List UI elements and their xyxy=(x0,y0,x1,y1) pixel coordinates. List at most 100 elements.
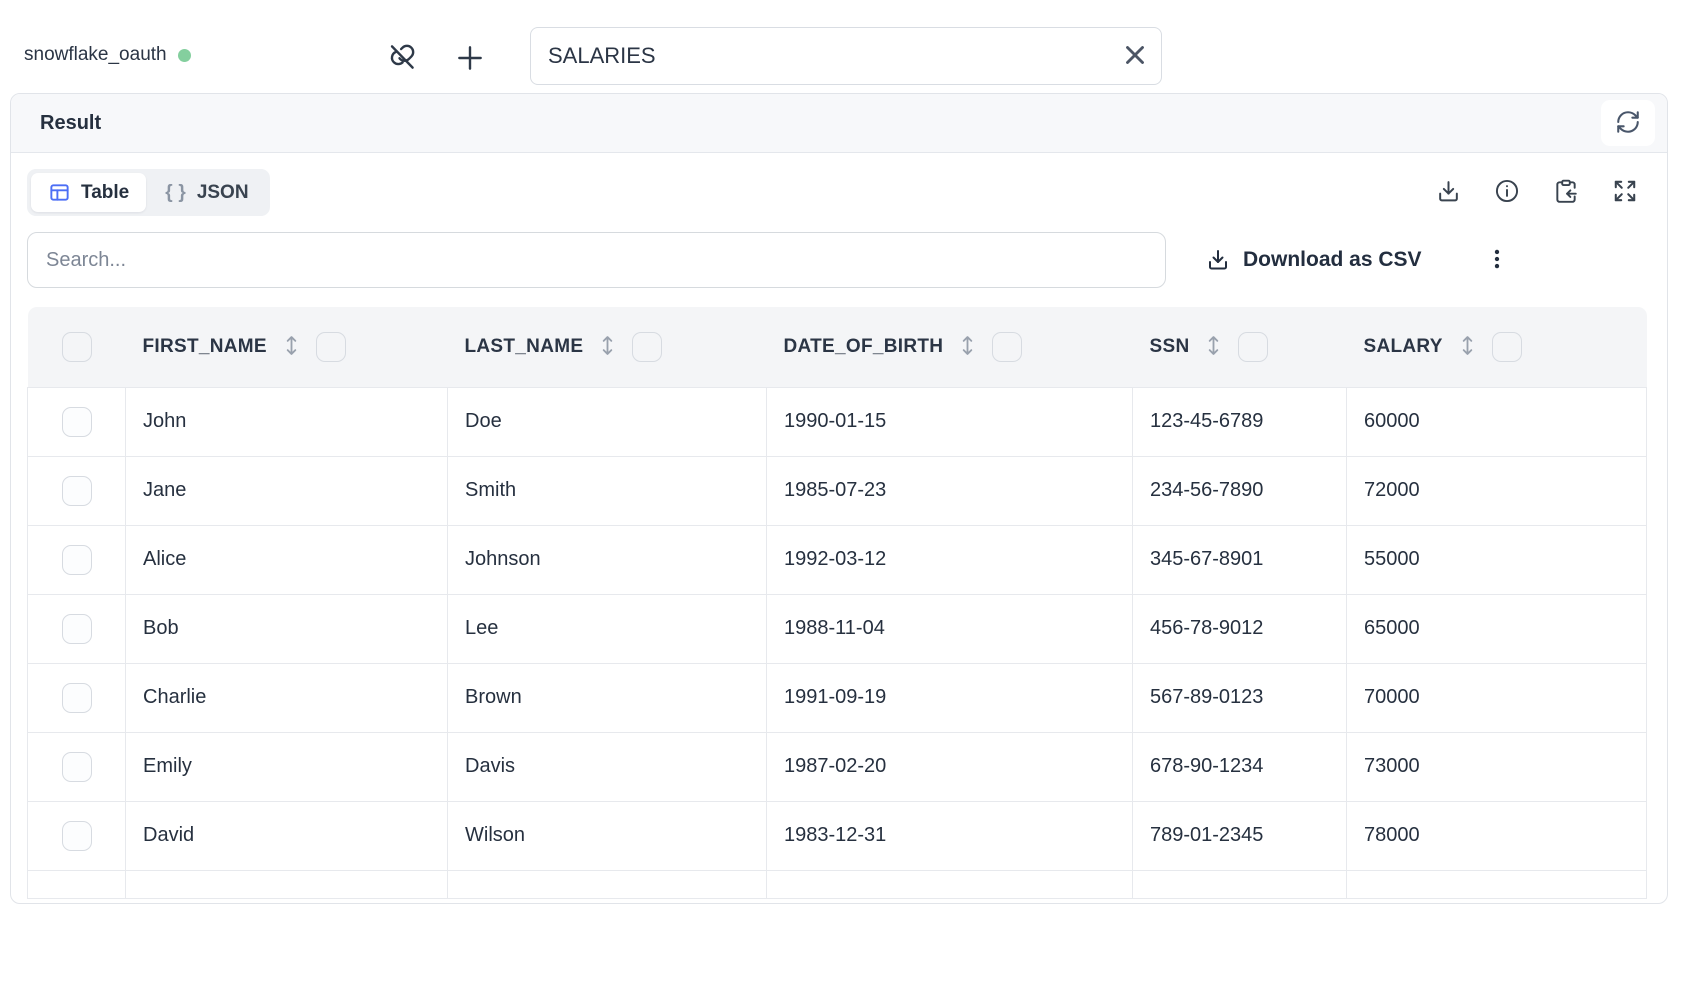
top-bar: snowflake_oauth xyxy=(0,0,1682,93)
cell: Doe xyxy=(447,386,767,457)
cell: 234-56-7890 xyxy=(1132,455,1347,526)
cell: 1988-11-04 xyxy=(766,593,1133,664)
column-header-salary: SALARY xyxy=(1346,307,1647,387)
row-checkbox[interactable] xyxy=(61,820,92,851)
tab-table[interactable]: Table xyxy=(31,173,147,212)
column-label: FIRST_NAME xyxy=(142,335,267,357)
cell: Johnson xyxy=(447,524,767,595)
clear-table-name-button[interactable] xyxy=(1116,36,1154,77)
result-info-button[interactable] xyxy=(1490,174,1524,211)
row-checkbox[interactable] xyxy=(61,682,92,713)
column-checkbox[interactable] xyxy=(992,331,1023,362)
result-table: FIRST_NAME LAST_NAME DATE_OF_BIRTH SSN SALAR… xyxy=(27,307,1647,899)
table-controls-row: Download as CSV xyxy=(27,232,1651,288)
cell: Brown xyxy=(447,662,767,733)
cell: 345-67-8901 xyxy=(1132,524,1347,595)
cell: Alice xyxy=(125,524,448,595)
table-header-row: FIRST_NAME LAST_NAME DATE_OF_BIRTH SSN SALAR… xyxy=(27,307,1647,387)
cell: Bob xyxy=(125,593,448,664)
connection-selector[interactable]: snowflake_oauth xyxy=(24,44,191,66)
column-label: LAST_NAME xyxy=(464,335,584,357)
cell: 1990-01-15 xyxy=(766,386,1133,457)
connection-name: snowflake_oauth xyxy=(24,44,167,65)
download-result-button[interactable] xyxy=(1432,175,1465,211)
search-input[interactable] xyxy=(27,232,1166,288)
refresh-icon xyxy=(1615,109,1641,138)
cell: 1987-02-20 xyxy=(766,731,1133,802)
cell: 73000 xyxy=(1346,731,1647,802)
table-row: Emily Davis 1987-02-20 678-90-1234 73000 xyxy=(27,731,1647,802)
table-row: Bob Lee 1988-11-04 456-78-9012 65000 xyxy=(27,593,1647,664)
sort-button[interactable] xyxy=(958,334,977,360)
panel-title: Result xyxy=(40,111,102,134)
download-icon xyxy=(1436,179,1461,207)
column-header-last_name: LAST_NAME xyxy=(447,307,767,387)
row-checkbox[interactable] xyxy=(61,751,92,782)
kebab-icon xyxy=(1484,246,1510,275)
column-checkbox[interactable] xyxy=(632,331,663,362)
sort-button[interactable] xyxy=(598,334,617,360)
column-checkbox[interactable] xyxy=(1238,331,1269,362)
column-label: DATE_OF_BIRTH xyxy=(783,335,944,357)
sort-icon xyxy=(598,334,617,360)
cell: 1991-09-19 xyxy=(766,662,1133,733)
row-checkbox[interactable] xyxy=(61,544,92,575)
add-query-button[interactable] xyxy=(450,38,490,81)
cell: 123-45-6789 xyxy=(1132,386,1347,457)
sort-icon xyxy=(282,334,301,360)
download-csv-button[interactable]: Download as CSV xyxy=(1206,248,1422,272)
cell: 72000 xyxy=(1346,455,1647,526)
column-header-date_of_birth: DATE_OF_BIRTH xyxy=(766,307,1133,387)
refresh-button[interactable] xyxy=(1601,100,1655,146)
select-all-checkbox[interactable] xyxy=(61,331,92,362)
cell: 1983-12-31 xyxy=(766,800,1133,871)
tab-json-label: JSON xyxy=(196,181,249,203)
cell: 1992-03-12 xyxy=(766,524,1133,595)
sort-button[interactable] xyxy=(282,334,301,360)
table-row: Charlie Brown 1991-09-19 567-89-0123 70000 xyxy=(27,662,1647,733)
column-checkbox[interactable] xyxy=(1491,331,1522,362)
copy-result-button[interactable] xyxy=(1549,174,1583,211)
column-label: SALARY xyxy=(1363,335,1443,357)
column-label: SSN xyxy=(1149,335,1190,357)
table-name-input[interactable] xyxy=(530,27,1162,85)
cell: 65000 xyxy=(1346,593,1647,664)
cell: Charlie xyxy=(125,662,448,733)
tab-json[interactable]: { } JSON xyxy=(148,173,265,212)
table-row: Alice Johnson 1992-03-12 345-67-8901 55000 xyxy=(27,524,1647,595)
cell: 60000 xyxy=(1346,386,1647,457)
cell: Emily xyxy=(125,731,448,802)
sort-button[interactable] xyxy=(1204,334,1223,360)
cell: 789-01-2345 xyxy=(1132,800,1347,871)
connection-status-dot xyxy=(177,48,191,62)
cell: Smith xyxy=(447,455,767,526)
column-checkbox[interactable] xyxy=(315,331,346,362)
view-tab-group: Table { } JSON xyxy=(27,169,270,216)
info-icon xyxy=(1494,178,1520,207)
cell: 1985-07-23 xyxy=(766,455,1133,526)
table-row-partial xyxy=(27,869,1647,899)
expand-icon xyxy=(1612,178,1638,207)
expand-result-button[interactable] xyxy=(1608,174,1642,211)
cell: 678-90-1234 xyxy=(1132,731,1347,802)
table-row: David Wilson 1983-12-31 789-01-2345 78000 xyxy=(27,800,1647,871)
download-csv-label: Download as CSV xyxy=(1243,248,1422,271)
sort-icon xyxy=(958,334,977,360)
row-checkbox[interactable] xyxy=(61,406,92,437)
cell: 55000 xyxy=(1346,524,1647,595)
braces-icon: { } xyxy=(165,181,187,203)
row-checkbox[interactable] xyxy=(61,613,92,644)
sort-button[interactable] xyxy=(1458,334,1477,360)
cell: 78000 xyxy=(1346,800,1647,871)
cell: Davis xyxy=(447,731,767,802)
table-menu-button[interactable] xyxy=(1480,242,1514,279)
plus-icon xyxy=(454,42,486,77)
sort-icon xyxy=(1458,334,1477,360)
cell: 70000 xyxy=(1346,662,1647,733)
unlink-button[interactable] xyxy=(383,38,421,79)
tab-table-label: Table xyxy=(81,181,130,203)
row-checkbox[interactable] xyxy=(61,475,92,506)
result-panel: Result xyxy=(10,93,1668,904)
cell: Wilson xyxy=(447,800,767,871)
column-header-first_name: FIRST_NAME xyxy=(125,307,448,387)
